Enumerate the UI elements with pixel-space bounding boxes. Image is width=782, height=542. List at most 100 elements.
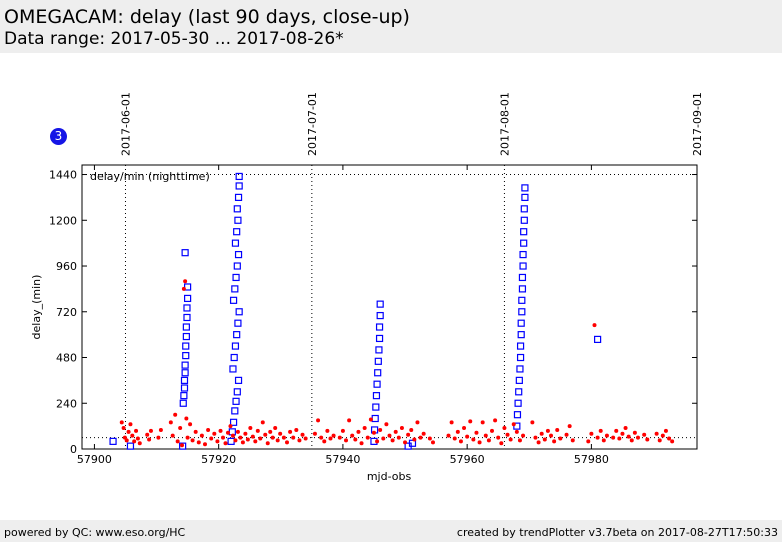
x-axis-label: mjd-obs [367,470,412,483]
data-range-subtitle: Data range: 2017-05-30 ... 2017-08-26* [4,29,344,49]
data-point-circle [536,440,541,445]
data-point-circle [670,439,675,444]
data-point-square [520,239,528,247]
data-point-circle [223,441,228,446]
data-point-circle [148,428,153,433]
data-point-circle [586,439,591,444]
data-point-circle [316,418,321,423]
data-point-square [182,332,190,341]
data-point-circle [595,435,600,440]
data-point-circle [393,429,398,434]
data-point-circle [430,440,435,445]
plot-frame [81,164,698,450]
reference-lines [82,174,697,439]
data-point-circle [121,426,126,431]
footer-bar: powered by QC: www.eso.org/HC created by… [0,520,782,542]
data-point-circle [263,432,268,437]
data-point-square [372,392,381,400]
data-point-square [375,346,383,354]
data-point-square [514,399,522,407]
data-point-circle [291,435,296,440]
footer-powered-by: powered by QC: www.eso.org/HC [4,526,186,539]
delay-chart: 2017-06-01 2017-07-01 2017-08-01 2017-09-01… [30,92,704,483]
data-point-square [521,193,529,202]
data-point-circle [623,426,628,431]
data-point-circle [601,438,606,443]
data-point-circle [592,323,597,328]
data-point-square [109,437,117,445]
data-point-circle [253,439,258,444]
data-point-square [230,353,238,362]
data-point-circle [415,420,420,425]
data-point-square [235,308,243,316]
data-point-circle [170,433,175,438]
data-point-circle [221,435,226,440]
data-point-square [515,376,523,384]
data-point-circle [209,436,214,441]
data-point-circle [185,435,190,440]
data-point-square [182,342,190,350]
data-point-circle [632,430,637,435]
y-tick-label: 240 [56,397,77,410]
data-point-circle [558,436,563,441]
data-point-circle [130,433,135,438]
data-point-square [181,369,189,377]
data-point-circle [328,436,333,441]
y-tick-label: 480 [56,352,77,365]
data-point-square [371,414,379,423]
data-point-circle [368,417,373,422]
data-point-circle [238,435,243,440]
data-point-square [521,184,529,192]
data-point-square [520,216,528,224]
data-point-circle [212,431,217,436]
data-point-square [234,216,242,224]
data-point-circle [180,443,185,448]
data-point-circle [362,426,367,431]
data-point-circle [132,439,137,444]
data-point-square [235,172,243,181]
data-point-square [229,296,238,304]
data-point-square [184,283,192,291]
data-point-square [594,335,602,344]
data-point-circle [384,422,389,427]
data-point-circle [312,431,317,436]
data-point-circle [199,433,204,438]
data-point-circle [353,437,358,442]
data-point-circle [390,438,395,443]
data-point-square [229,418,238,426]
data-point-circle [168,420,173,425]
data-point-square [235,182,243,190]
data-point-square [516,342,525,350]
data-point-circle [206,427,211,432]
data-point-circle [611,435,616,440]
data-point-square [518,296,526,304]
data-point-circle [642,432,647,437]
data-point-circle [505,432,510,437]
data-point-circle [418,435,423,440]
y-tick-label: 1440 [49,169,77,182]
data-point-circle [499,441,504,446]
data-point-square [517,319,525,327]
chart-annotation: delay/min (nighttime) [90,170,210,183]
data-point-circle [626,434,631,439]
data-point-circle [359,441,364,446]
data-point-circle [235,429,240,434]
data-point-circle [137,441,142,446]
data-point-circle [564,432,569,437]
data-point-square [373,380,381,388]
data-point-square [182,323,190,331]
data-point-circle [325,428,330,433]
y-tick-label: 960 [56,260,77,273]
data-point-circle [228,424,233,429]
data-point-circle [350,433,355,438]
data-point-square [408,439,417,447]
data-point-circle [570,438,575,443]
data-point-circle [514,429,519,434]
data-point-square [231,239,240,247]
data-point-square [233,388,241,396]
data-point-square [180,392,188,400]
data-point-circle [406,432,411,437]
data-point-square [179,399,187,407]
date-markers: 2017-06-01 2017-07-01 2017-08-01 2017-09-01 [119,92,704,449]
y-axis-ticks: 0 240 480 720 960 1200 1440 [49,169,697,456]
